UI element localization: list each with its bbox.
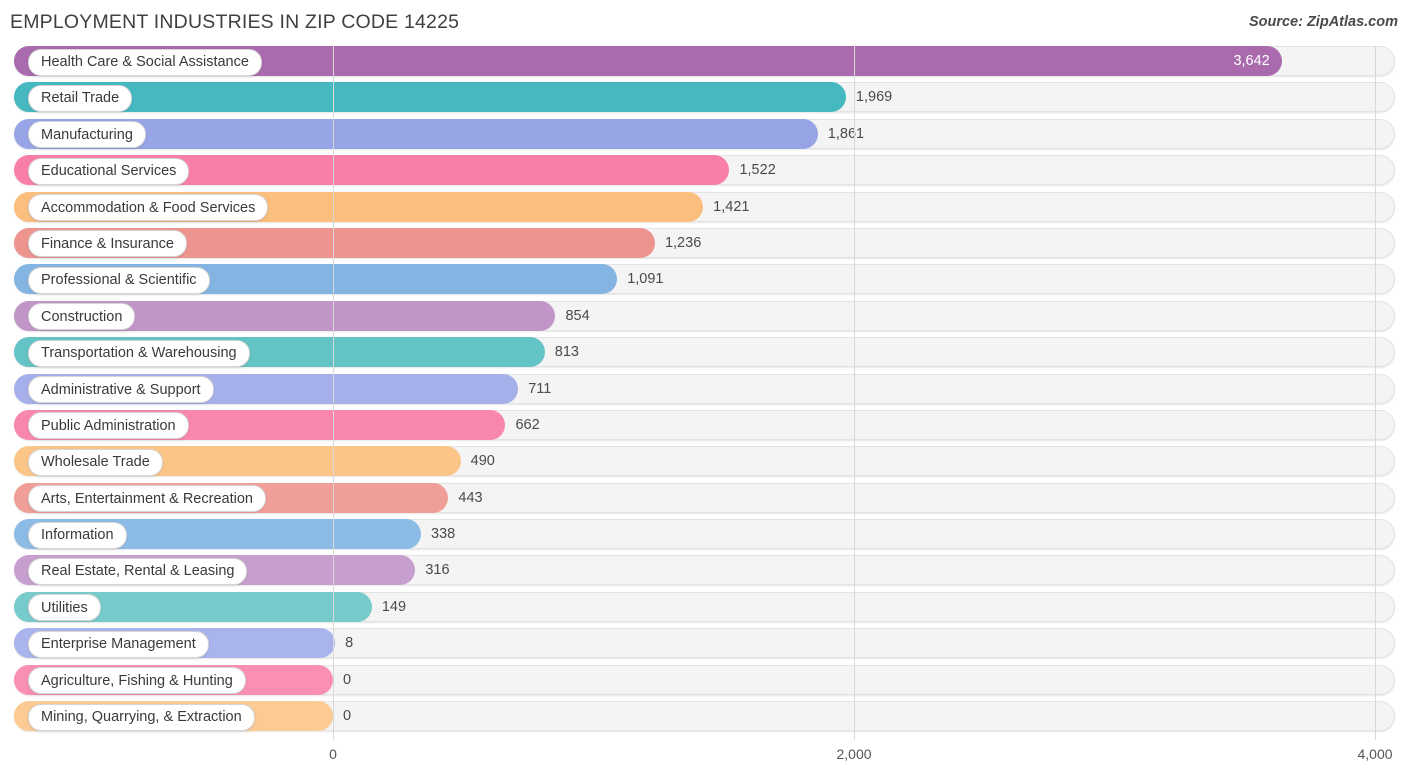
x-axis: 0 2,000 4,000 (0, 740, 1406, 776)
bar-value-label: 1,861 (827, 125, 865, 142)
bar-value-label: 854 (565, 307, 590, 324)
bar-value-label: 1,522 (739, 162, 776, 179)
category-label: Enterprise Management (28, 630, 209, 658)
bar-value-label: 149 (381, 598, 407, 615)
table-row: Agriculture, Fishing & Hunting 0 (0, 664, 1406, 695)
bar-value-label: 3,642 (1233, 53, 1270, 69)
table-row: Construction 854 (0, 300, 1406, 331)
page-title: EMPLOYMENT INDUSTRIES IN ZIP CODE 14225 (10, 11, 460, 33)
bar-value-label: 316 (425, 562, 450, 579)
table-row: Enterprise Management 8 (0, 628, 1406, 659)
category-label: Transportation & Warehousing (28, 339, 250, 367)
category-label: Construction (28, 303, 136, 331)
category-label: Wholesale Trade (28, 448, 163, 476)
x-axis-tick: 2,000 (836, 746, 872, 762)
category-label: Real Estate, Rental & Leasing (28, 557, 248, 585)
chart-header: EMPLOYMENT INDUSTRIES IN ZIP CODE 14225 … (0, 0, 1406, 46)
table-row: Manufacturing 1,861 (0, 118, 1406, 149)
bar-value-label: 0 (343, 708, 352, 725)
bar[interactable] (14, 118, 818, 149)
bar-value-label: 490 (470, 453, 495, 470)
table-row: Finance & Insurance 1,236 (0, 227, 1406, 258)
bar-value-label: 1,421 (713, 198, 750, 215)
bar-value-label: 662 (515, 416, 540, 433)
source-attribution: Source: ZipAtlas.com (1248, 14, 1398, 30)
table-row: Retail Trade 1,969 (0, 82, 1406, 113)
bar-value-label: 1,969 (855, 89, 893, 106)
chart-plot-area: Health Care & Social Assistance 3,642 Reta… (0, 46, 1406, 740)
category-label: Accommodation & Food Services (28, 194, 269, 222)
category-label: Finance & Insurance (28, 230, 187, 258)
bar-value-label: 1,091 (627, 271, 664, 288)
table-row: Accommodation & Food Services 1,421 (0, 191, 1406, 222)
table-row: Utilities 149 (0, 591, 1406, 622)
bar-value-label: 338 (431, 526, 456, 543)
table-row: Wholesale Trade 490 (0, 446, 1406, 477)
category-label: Public Administration (28, 412, 189, 440)
table-row: Administrative & Support 711 (0, 373, 1406, 404)
category-label: Educational Services (28, 157, 190, 185)
table-row: Information 338 (0, 519, 1406, 550)
category-label: Health Care & Social Assistance (28, 48, 262, 76)
bar-value-label: 0 (343, 671, 352, 688)
category-label: Professional & Scientific (28, 266, 210, 294)
table-row: Mining, Quarrying, & Extraction 0 (0, 701, 1406, 732)
bar[interactable] (14, 82, 846, 113)
bar-value-label: 813 (554, 344, 579, 361)
table-row: Transportation & Warehousing 813 (0, 337, 1406, 368)
category-label: Retail Trade (28, 84, 133, 112)
bar-value-label: 1,236 (664, 234, 702, 251)
bar-value-label: 711 (528, 380, 552, 397)
table-row: Health Care & Social Assistance 3,642 (0, 46, 1406, 76)
category-label: Mining, Quarrying, & Extraction (28, 703, 255, 731)
x-axis-tick: 4,000 (1357, 746, 1393, 762)
x-axis-tick: 0 (329, 746, 337, 762)
category-label: Information (28, 521, 127, 549)
table-row: Professional & Scientific 1,091 (0, 264, 1406, 295)
table-row: Arts, Entertainment & Recreation 443 (0, 482, 1406, 513)
table-row: Real Estate, Rental & Leasing 316 (0, 555, 1406, 586)
bar-value-label: 443 (458, 489, 483, 506)
category-label: Manufacturing (28, 121, 146, 149)
bar-value-label: 8 (345, 635, 354, 652)
category-label: Agriculture, Fishing & Hunting (28, 667, 246, 695)
category-label: Utilities (28, 594, 101, 622)
table-row: Educational Services 1,522 (0, 155, 1406, 186)
table-row: Public Administration 662 (0, 409, 1406, 440)
category-label: Administrative & Support (28, 376, 214, 404)
bar-rows: Health Care & Social Assistance 3,642 Reta… (0, 46, 1406, 737)
category-label: Arts, Entertainment & Recreation (28, 485, 266, 513)
